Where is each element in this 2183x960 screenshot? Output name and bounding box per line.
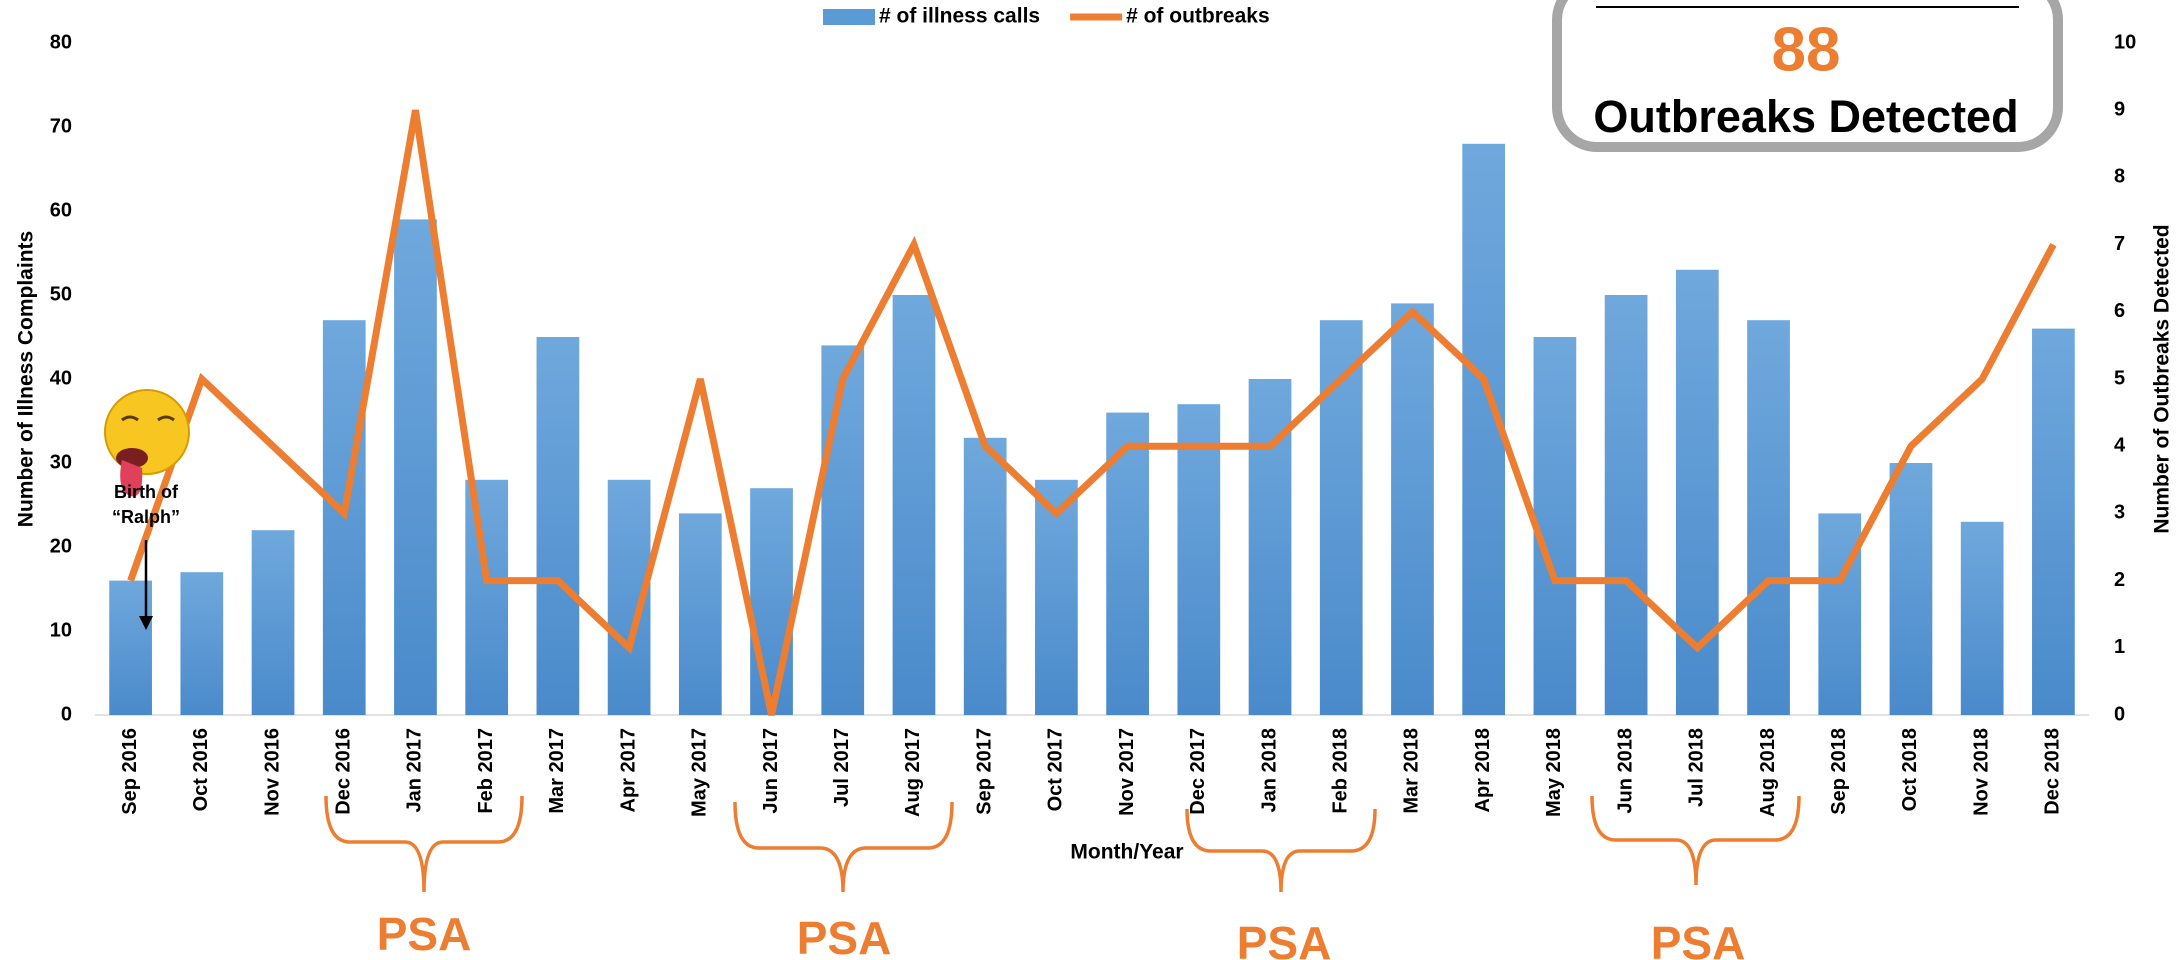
x-tick-label: May 2017 bbox=[689, 728, 711, 817]
x-tick-label: Feb 2018 bbox=[1330, 728, 1352, 814]
chart: 0 10 20 30 40 50 60 70 80 0 1 2 3 4 5 6 7 8 9 10 Sep 2016 Oct… bbox=[0, 0, 2183, 960]
x-tick-label: Oct 2018 bbox=[1899, 728, 1921, 811]
emoji bbox=[105, 390, 189, 496]
x-tick-label: Mar 2018 bbox=[1401, 728, 1423, 814]
y-tick-label: 70 bbox=[50, 115, 72, 137]
x-axis-title: Month/Year bbox=[1070, 841, 1183, 864]
bar bbox=[252, 530, 295, 715]
y-tick-label: 10 bbox=[50, 619, 72, 641]
bar bbox=[821, 345, 864, 715]
callout-label: Outbreaks Detected bbox=[1593, 91, 2018, 142]
y-tick-label: 0 bbox=[61, 703, 72, 725]
x-tick-label: May 2018 bbox=[1543, 728, 1565, 817]
bar bbox=[394, 219, 437, 715]
y2-tick-label: 10 bbox=[2114, 31, 2136, 53]
x-tick-label: Sep 2016 bbox=[119, 728, 141, 815]
x-tick-label: Oct 2017 bbox=[1045, 728, 1067, 811]
psa-label: PSA bbox=[1237, 917, 1332, 960]
x-tick-label: Apr 2018 bbox=[1472, 728, 1494, 813]
x-tick-label: Jun 2018 bbox=[1614, 728, 1636, 814]
x-tick-label: Aug 2018 bbox=[1757, 728, 1779, 817]
x-tick-label: Sep 2018 bbox=[1828, 728, 1850, 815]
x-tick-label: Mar 2017 bbox=[546, 728, 568, 814]
bar bbox=[180, 572, 223, 715]
legend-swatch bbox=[823, 9, 875, 25]
bar bbox=[893, 295, 936, 715]
psa-label: PSA bbox=[797, 912, 892, 960]
bar bbox=[1177, 404, 1220, 715]
y2-tick-label: 3 bbox=[2114, 502, 2125, 524]
psa-label: PSA bbox=[377, 908, 472, 960]
note-line: Birth of bbox=[114, 482, 179, 502]
bar bbox=[1961, 522, 2004, 715]
note-line: “Ralph” bbox=[112, 507, 180, 527]
x-tick-label: Apr 2017 bbox=[617, 728, 639, 813]
x-tick-label: Jul 2017 bbox=[831, 728, 853, 807]
x-tick-label: Sep 2017 bbox=[973, 728, 995, 815]
bar bbox=[964, 438, 1007, 715]
y-tick-label: 60 bbox=[50, 199, 72, 221]
bar bbox=[1890, 463, 1933, 715]
y2-tick-label: 4 bbox=[2114, 434, 2126, 456]
callout-number: 88 bbox=[1772, 15, 1841, 84]
y-tick-label: 80 bbox=[50, 31, 72, 53]
y-axis-title: Number of Illness Complaints bbox=[15, 231, 38, 527]
x-tick-label: Nov 2017 bbox=[1116, 728, 1138, 816]
x-tick-label: Aug 2017 bbox=[902, 728, 924, 817]
psa-brace bbox=[1187, 809, 1375, 892]
y2-tick-label: 1 bbox=[2114, 636, 2125, 658]
bar bbox=[679, 513, 722, 715]
y2-tick-label: 9 bbox=[2114, 98, 2125, 120]
x-tick-label: Feb 2017 bbox=[475, 728, 497, 814]
x-tick-label: Dec 2018 bbox=[2042, 728, 2064, 815]
y-tick-label: 20 bbox=[50, 535, 72, 557]
legend: # of illness calls # of outbreaks bbox=[823, 5, 1270, 28]
y2-tick-label: 2 bbox=[2114, 569, 2125, 591]
y2-tick-label: 8 bbox=[2114, 166, 2125, 188]
x-tick-label: Jan 2018 bbox=[1258, 728, 1280, 813]
y-tick-label: 30 bbox=[50, 451, 72, 473]
x-tick-label: Jan 2017 bbox=[404, 728, 426, 813]
y2-tick-label: 7 bbox=[2114, 233, 2125, 255]
y-tick-label: 50 bbox=[50, 283, 72, 305]
bar bbox=[1818, 513, 1861, 715]
y2-tick-label: 6 bbox=[2114, 300, 2125, 322]
bar bbox=[1605, 295, 1648, 715]
x-tick-label: Nov 2016 bbox=[261, 728, 283, 816]
bar bbox=[750, 488, 793, 715]
bar bbox=[1747, 320, 1790, 715]
x-tick-label: Nov 2018 bbox=[1970, 728, 1992, 816]
y2-tick-label: 5 bbox=[2114, 367, 2125, 389]
x-tick-label: Oct 2016 bbox=[190, 728, 212, 811]
x-tick-label: Dec 2017 bbox=[1187, 728, 1209, 815]
bar bbox=[2032, 329, 2075, 715]
psa-label: PSA bbox=[1651, 917, 1746, 960]
y-tick-label: 40 bbox=[50, 367, 72, 389]
legend-label: # of illness calls bbox=[879, 5, 1040, 28]
bar bbox=[1534, 337, 1577, 715]
x-tick-label: Dec 2016 bbox=[333, 728, 355, 815]
x-tick-label: Jun 2017 bbox=[760, 728, 782, 814]
bar bbox=[1391, 303, 1434, 715]
y2-axis-title: Number of Outbreaks Detected bbox=[2151, 224, 2174, 533]
x-tick-label: Jul 2018 bbox=[1686, 728, 1708, 807]
bar bbox=[465, 480, 508, 715]
bar bbox=[537, 337, 580, 715]
legend-label: # of outbreaks bbox=[1126, 5, 1270, 28]
y2-tick-label: 0 bbox=[2114, 703, 2125, 725]
